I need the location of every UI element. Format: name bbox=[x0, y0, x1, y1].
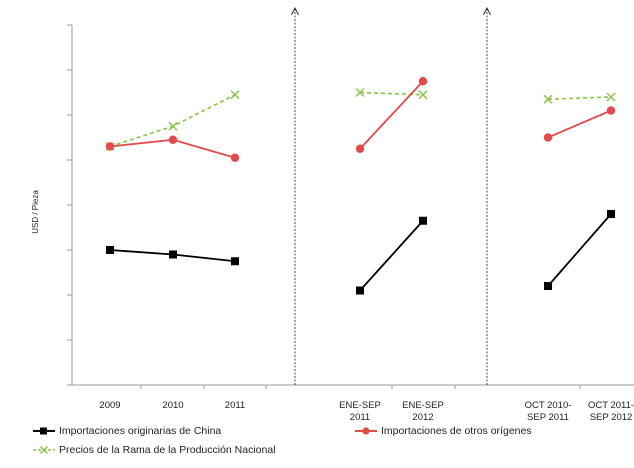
data-point-circle bbox=[418, 77, 428, 86]
x-marker-icon bbox=[33, 445, 55, 455]
data-point-x bbox=[418, 90, 428, 100]
data-point-square bbox=[419, 216, 427, 225]
series-line bbox=[359, 80, 424, 150]
data-point-circle bbox=[168, 135, 178, 144]
panel-divider-arrow-icon bbox=[483, 6, 491, 16]
square-marker-icon bbox=[33, 427, 55, 435]
series-line bbox=[359, 91, 424, 96]
chart-legend: Importaciones originarias de China Impor… bbox=[32, 425, 632, 465]
y-axis-label: USD / Pieza bbox=[31, 190, 40, 234]
data-point-x bbox=[543, 94, 553, 104]
legend-label-china: Importaciones originarias de China bbox=[59, 425, 222, 437]
series-line bbox=[547, 109, 612, 139]
data-point-circle bbox=[606, 106, 616, 115]
data-point-circle bbox=[355, 144, 365, 153]
legend-label-otros: Importaciones de otros orígenes bbox=[381, 425, 532, 437]
x-tick-label: 2012 bbox=[412, 412, 433, 423]
series-line bbox=[547, 96, 612, 101]
x-tick-label: ENE-SEP bbox=[402, 400, 444, 411]
chart-marks bbox=[105, 77, 616, 295]
circle-marker-icon bbox=[355, 427, 377, 435]
data-point-circle bbox=[230, 153, 240, 162]
data-point-circle bbox=[543, 133, 553, 142]
series-line bbox=[359, 220, 424, 292]
data-point-square bbox=[106, 246, 114, 254]
data-point-square bbox=[544, 282, 552, 290]
data-point-square bbox=[169, 250, 177, 259]
legend-item-otros: Importaciones de otros orígenes bbox=[354, 425, 532, 437]
legend-label-rama: Precios de la Rama de la Producción Naci… bbox=[59, 444, 276, 456]
series-line bbox=[547, 213, 612, 287]
data-point-x bbox=[355, 87, 365, 98]
panel-divider-arrow-icon bbox=[291, 6, 299, 16]
x-tick-label: ENE-SEP bbox=[339, 400, 381, 411]
x-tick-label: OCT 2010- bbox=[525, 400, 572, 411]
data-point-x bbox=[168, 121, 178, 131]
x-tick-label: SEP 2012 bbox=[590, 412, 633, 423]
data-point-x bbox=[606, 92, 616, 102]
legend-item-china: Importaciones originarias de China bbox=[32, 425, 221, 437]
x-tick-label: 2010 bbox=[162, 400, 183, 411]
x-tick-label: SEP 2011 bbox=[527, 412, 569, 423]
x-tick-label: 2011 bbox=[225, 400, 245, 411]
data-point-circle bbox=[105, 142, 115, 151]
data-point-square bbox=[231, 257, 239, 266]
x-tick-label: 2011 bbox=[350, 412, 370, 423]
chart-axes bbox=[67, 6, 634, 389]
data-point-x bbox=[230, 90, 240, 100]
x-tick-label: OCT 2011- bbox=[588, 400, 634, 411]
data-point-square bbox=[356, 286, 364, 295]
data-point-square bbox=[607, 210, 615, 218]
legend-item-rama: Precios de la Rama de la Producción Naci… bbox=[32, 444, 276, 456]
x-tick-label: 2009 bbox=[99, 400, 120, 411]
